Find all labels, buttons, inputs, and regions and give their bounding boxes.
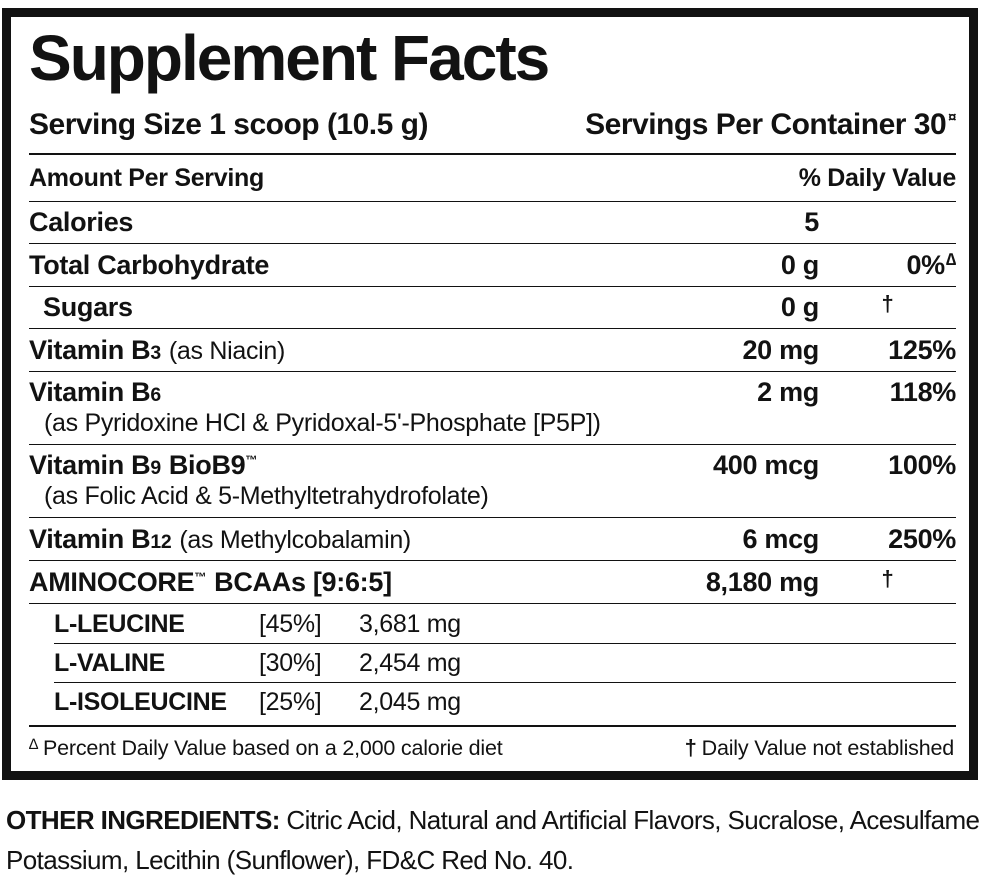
- vitamin-subscript: 6: [150, 384, 161, 406]
- trademark-symbol: ™: [245, 453, 257, 467]
- trademark-symbol: ™: [194, 570, 206, 584]
- nutrient-name: Total Carbohydrate: [29, 250, 669, 281]
- serving-info-row: Serving Size 1 scoop (10.5 g) Servings P…: [29, 108, 956, 142]
- row-sugars: Sugars 0 g †: [29, 286, 956, 328]
- footnote-left: ∆Percent Daily Value based on a 2,000 ca…: [29, 736, 503, 761]
- nutrient-name: Sugars: [29, 292, 669, 323]
- nutrient-dv: 250%: [819, 524, 956, 555]
- nutrient-dv: 125%: [819, 335, 956, 366]
- amino-ratio: [25%]: [259, 688, 359, 717]
- other-ingredients-label: OTHER INGREDIENTS:: [6, 805, 280, 835]
- nutrient-dv: 118%: [819, 377, 956, 408]
- bcaa-item-valine: L-VALINE [30%] 2,454 mg: [29, 643, 956, 682]
- nutrient-name: Calories: [29, 207, 669, 238]
- dagger-symbol: †: [882, 291, 894, 316]
- nutrient-source: (as Methylcobalamin): [179, 526, 411, 554]
- row-calories: Calories 5: [29, 201, 956, 243]
- nutrient-amount: 0 g: [669, 292, 819, 323]
- blend-dv: †: [819, 567, 956, 598]
- supplement-facts-panel: Supplement Facts Serving Size 1 scoop (1…: [2, 8, 978, 780]
- nutrient-amount: 6 mcg: [669, 524, 819, 555]
- nutrient-dv: 0%∆: [819, 250, 956, 281]
- amino-name: L-VALINE: [54, 649, 259, 678]
- nutrient-source-line: (as Folic Acid & 5-Methyltetrahydrofolat…: [29, 482, 956, 517]
- nutrient-source: (as Niacin): [169, 337, 285, 365]
- nutrient-source-line: (as Pyridoxine HCl & Pyridoxal-5'-Phosph…: [29, 409, 956, 444]
- dagger-symbol: †: [882, 566, 894, 591]
- nutrient-dv: †: [819, 292, 956, 323]
- brand-name: BioB9: [169, 450, 246, 480]
- vitamin-subscript: 12: [150, 531, 171, 553]
- footnotes-row: ∆Percent Daily Value based on a 2,000 ca…: [29, 727, 956, 763]
- row-vitamin-b6: Vitamin B6 2 mg 118% (as Pyridoxine HCl …: [29, 371, 956, 444]
- footnote-right: †Daily Value not established: [685, 735, 954, 761]
- dagger-symbol: †: [685, 735, 697, 760]
- nutrient-amount: 2 mg: [669, 377, 819, 408]
- amount-per-serving-header: Amount Per Serving: [29, 164, 264, 193]
- triangle-note-symbol: ∆: [29, 736, 38, 753]
- bcaa-item-isoleucine: L-ISOLEUCINE [25%] 2,045 mg: [29, 682, 956, 721]
- panel-title: Supplement Facts: [29, 25, 956, 92]
- servings-per-container: Servings Per Container 30¤: [585, 108, 956, 142]
- blend-amount: 8,180 mg: [669, 567, 819, 598]
- dv-note-symbol: ∆: [946, 250, 956, 269]
- nutrient-amount: 400 mcg: [669, 450, 819, 481]
- nutrient-amount: 5: [669, 207, 819, 238]
- nutrient-amount: 0 g: [669, 250, 819, 281]
- amino-amount: 2,454 mg: [359, 649, 956, 678]
- nutrient-name: Vitamin B12(as Methylcobalamin): [29, 524, 669, 555]
- nutrient-amount: 20 mg: [669, 335, 819, 366]
- amino-name: L-LEUCINE: [54, 610, 259, 639]
- row-vitamin-b12: Vitamin B12(as Methylcobalamin) 6 mcg 25…: [29, 518, 956, 560]
- nutrient-name: Vitamin B3(as Niacin): [29, 335, 669, 366]
- row-main: Vitamin B6 2 mg 118%: [29, 371, 956, 413]
- amino-ratio: [30%]: [259, 649, 359, 678]
- vitamin-subscript: 9: [150, 457, 161, 479]
- other-ingredients: OTHER INGREDIENTS: Citric Acid, Natural …: [6, 800, 980, 881]
- table-header-row: Amount Per Serving % Daily Value: [29, 155, 956, 201]
- servings-note-symbol: ¤: [948, 109, 956, 126]
- row-vitamin-b3: Vitamin B3(as Niacin) 20 mg 125%: [29, 329, 956, 371]
- bcaa-item-leucine: L-LEUCINE [45%] 3,681 mg: [29, 604, 956, 643]
- vitamin-subscript: 3: [150, 342, 161, 364]
- amino-amount: 3,681 mg: [359, 610, 956, 639]
- amino-ratio: [45%]: [259, 610, 359, 639]
- daily-value-header: % Daily Value: [799, 164, 956, 193]
- amino-amount: 2,045 mg: [359, 688, 956, 717]
- amino-name: L-ISOLEUCINE: [54, 688, 259, 717]
- serving-size: Serving Size 1 scoop (10.5 g): [29, 108, 428, 142]
- nutrient-dv: 100%: [819, 450, 956, 481]
- nutrient-name: Vitamin B6: [29, 377, 669, 408]
- row-total-carbohydrate: Total Carbohydrate 0 g 0%∆: [29, 244, 956, 286]
